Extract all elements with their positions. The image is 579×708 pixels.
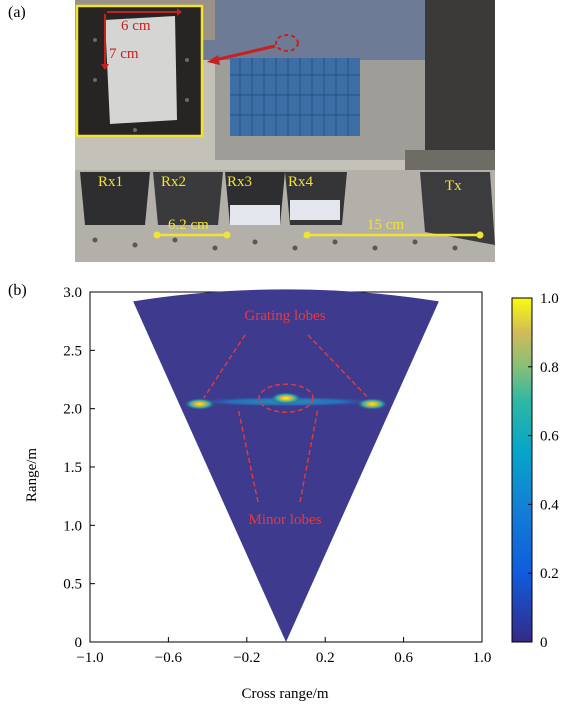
label-inset-height: 7 cm: [109, 46, 139, 62]
x-tick-label-5: 1.0: [473, 650, 492, 666]
label-rx-spacing: 6.2 cm: [168, 217, 209, 233]
experiment-photo-graphic: Rx1 Rx2 Rx3 Rx4 Tx 6.2 cm 15 cm 6 cm 7 c…: [75, 0, 495, 262]
heatmap-svg: Grating lobes Minor lobes −1.0 −0.6 −0.2 0.…: [24, 285, 559, 702]
label-inset-width: 6 cm: [121, 18, 151, 34]
label-rx4: Rx4: [288, 174, 314, 190]
colorbar-label-0: 0: [540, 635, 548, 651]
x-tick-label-1: −0.6: [155, 650, 183, 666]
label-tx: Tx: [445, 178, 462, 194]
y-tick-label-5: 2.5: [63, 343, 82, 359]
y-tick-label-6: 3.0: [63, 285, 82, 301]
panel-a-label: (a): [8, 4, 26, 21]
fan-region: [133, 289, 439, 642]
label-tx-rx-spacing: 15 cm: [367, 217, 404, 233]
range-heatmap-figure: Grating lobes Minor lobes −1.0 −0.6 −0.2 0.…: [0, 280, 579, 708]
annotation-minor-lobes: Minor lobes: [249, 512, 322, 528]
peak-2: [356, 398, 389, 410]
peak-0: [270, 392, 302, 405]
panel-b-label: (b): [8, 282, 27, 299]
colorbar-label-1: 0.2: [540, 566, 559, 582]
peaks-layer: [183, 392, 389, 410]
y-tick-label-0: 0: [75, 635, 83, 651]
x-tick-label-2: −0.2: [233, 650, 260, 666]
main-target-ellipse: [258, 383, 314, 413]
colorbar-label-4: 0.8: [540, 360, 559, 376]
colorbar-label-2: 0.4: [540, 497, 559, 513]
axes: −1.0 −0.6 −0.2 0.2 0.6 1.0 0 0.5 1.0 1.5 2.0 2.5 3.0: [63, 285, 491, 666]
y-tick-label-2: 1.0: [63, 518, 82, 534]
y-tick-label-4: 2.0: [63, 402, 82, 418]
colorbar-label-3: 0.6: [540, 429, 559, 445]
grating-lobe-leader-left: [203, 334, 246, 399]
annotation-grating-lobes: Grating lobes: [244, 308, 325, 324]
x-tick-label-4: 0.6: [394, 650, 413, 666]
colorbar-bar: [511, 297, 533, 643]
grating-lobe-leader-right: [307, 334, 369, 399]
y-axis-label: Range/m: [24, 448, 40, 502]
colorbar-label-5: 1.0: [540, 291, 559, 307]
peak-1: [183, 398, 216, 410]
label-rx2: Rx2: [161, 174, 186, 190]
experiment-photo: Rx1 Rx2 Rx3 Rx4 Tx 6.2 cm 15 cm 6 cm 7 c…: [75, 0, 495, 262]
colorbar: 0 0.2 0.4 0.6 0.8 1.0: [511, 291, 559, 651]
x-axis-label: Cross range/m: [241, 686, 328, 702]
x-tick-label-3: 0.2: [316, 650, 335, 666]
y-tick-label-1: 0.5: [63, 577, 82, 593]
label-rx1: Rx1: [98, 174, 123, 190]
minor-lobe-leader-left: [237, 407, 259, 503]
fan-layer: [133, 289, 439, 642]
y-tick-label-3: 1.5: [63, 460, 82, 476]
label-rx3: Rx3: [227, 174, 252, 190]
annotations: Grating lobes Minor lobes: [203, 308, 369, 528]
x-tick-label-0: −1.0: [76, 650, 103, 666]
